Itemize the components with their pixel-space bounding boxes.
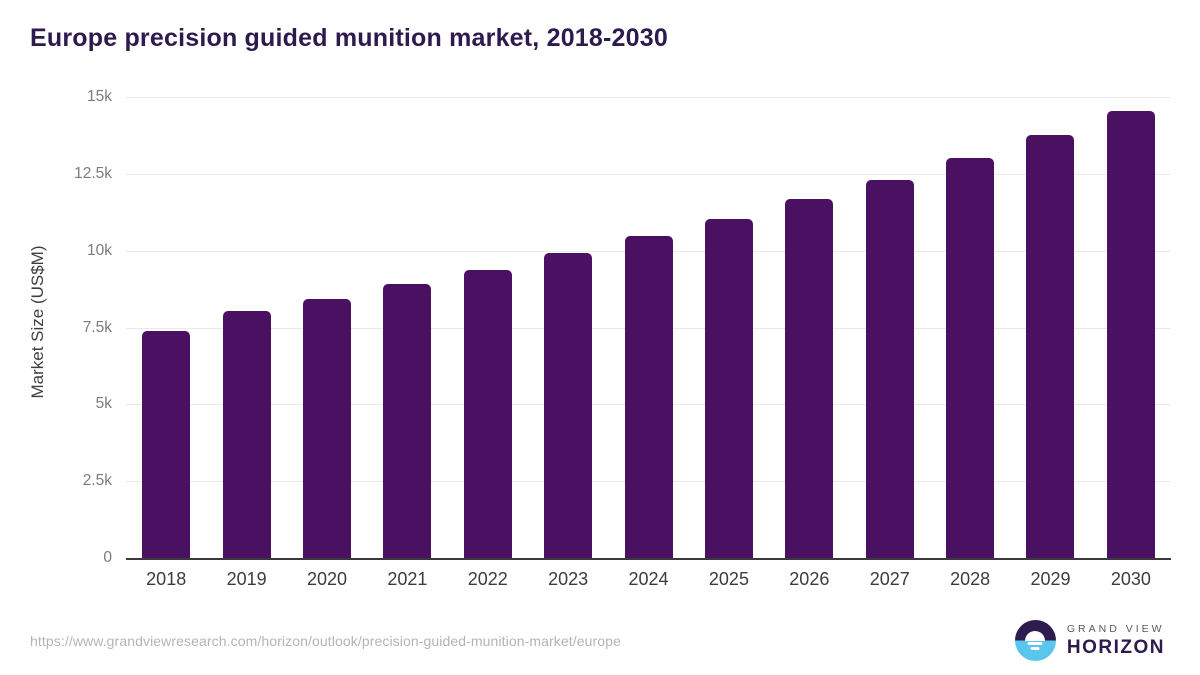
bar-2030[interactable]: [1106, 110, 1155, 558]
grand-view-horizon-logo: GRAND VIEW HORIZON: [1014, 620, 1165, 661]
x-axis-tick-label: 2024: [628, 569, 669, 589]
sun-dome-shape: [1025, 630, 1046, 641]
bar-slot: [1091, 97, 1171, 558]
x-axis-tick-label: 2021: [387, 569, 428, 589]
x-axis-tick-label: 2026: [789, 569, 830, 589]
bar-slot: [1010, 97, 1090, 558]
logo-text: GRAND VIEW HORIZON: [1067, 624, 1165, 658]
logo-brand-top: GRAND VIEW: [1066, 622, 1165, 635]
y-axis-tick-label: 2.5k: [82, 472, 112, 490]
x-axis-tick-label: 2027: [869, 569, 910, 589]
bars: [126, 97, 1171, 558]
bar-slot: [126, 97, 206, 558]
x-axis-tick-label: 2023: [548, 569, 589, 589]
bar-2026[interactable]: [785, 199, 834, 558]
chart-title: Europe precision guided munition market,…: [30, 24, 668, 52]
bar-2022[interactable]: [463, 270, 512, 558]
x-axis-tick-label: 2029: [1030, 569, 1071, 589]
bar-slot: [689, 97, 769, 558]
gridline: [126, 97, 1171, 98]
bar-slot: [769, 97, 849, 558]
gridline: [126, 173, 1171, 175]
bar-2019[interactable]: [222, 311, 271, 558]
x-axis-tick-label: 2019: [226, 569, 267, 589]
y-axis-tick-label: 7.5k: [82, 318, 112, 336]
horizon-sun-icon: [1014, 620, 1056, 661]
y-axis-tick-label: 10k: [87, 241, 112, 259]
y-axis-tick-label: 0: [103, 549, 112, 566]
x-axis-tick-label: 2030: [1110, 569, 1151, 589]
bar-2018[interactable]: [142, 330, 191, 558]
bar-slot: [206, 97, 286, 558]
x-axis-tick-label: 2018: [146, 569, 187, 589]
x-axis-tick-label: 2028: [950, 569, 991, 589]
bar-2024[interactable]: [624, 236, 673, 558]
bar-slot: [608, 97, 688, 558]
bar-2025[interactable]: [704, 218, 753, 558]
bar-2029[interactable]: [1026, 134, 1075, 558]
x-axis-tick-label: 2025: [708, 569, 749, 589]
y-axis-tick-label: 15k: [87, 88, 112, 105]
bar-2027[interactable]: [865, 179, 914, 558]
x-axis-tick-label: 2020: [306, 569, 347, 589]
bar-2020[interactable]: [302, 298, 351, 558]
bar-slot: [287, 97, 367, 558]
logo-brand-bottom: HORIZON: [1066, 637, 1165, 659]
bar-2021[interactable]: [383, 284, 432, 558]
bar-slot: [367, 97, 447, 558]
bar-slot: [930, 97, 1010, 558]
sun-reflection-bar: [1027, 641, 1043, 646]
y-axis-tick-label: 12.5k: [74, 164, 112, 182]
sun-reflection-bar: [1030, 646, 1040, 651]
plot-area: [126, 97, 1171, 560]
bar-slot: [528, 97, 608, 558]
y-axis-labels: 0 2.5k 5k 7.5k 10k 12.5k 15k: [0, 88, 112, 566]
x-axis-labels: 2018 2019 2020 2021 2022 2023 2024 2025 2026 2027…: [126, 569, 1171, 590]
source-url: https://www.grandviewresearch.com/horizo…: [30, 633, 621, 649]
y-axis-tick-label: 5k: [95, 395, 112, 413]
x-axis-tick-label: 2022: [467, 569, 508, 589]
bar-2023[interactable]: [544, 252, 593, 558]
bar-slot: [448, 97, 528, 558]
bar-slot: [850, 97, 930, 558]
bar-2028[interactable]: [946, 157, 995, 558]
